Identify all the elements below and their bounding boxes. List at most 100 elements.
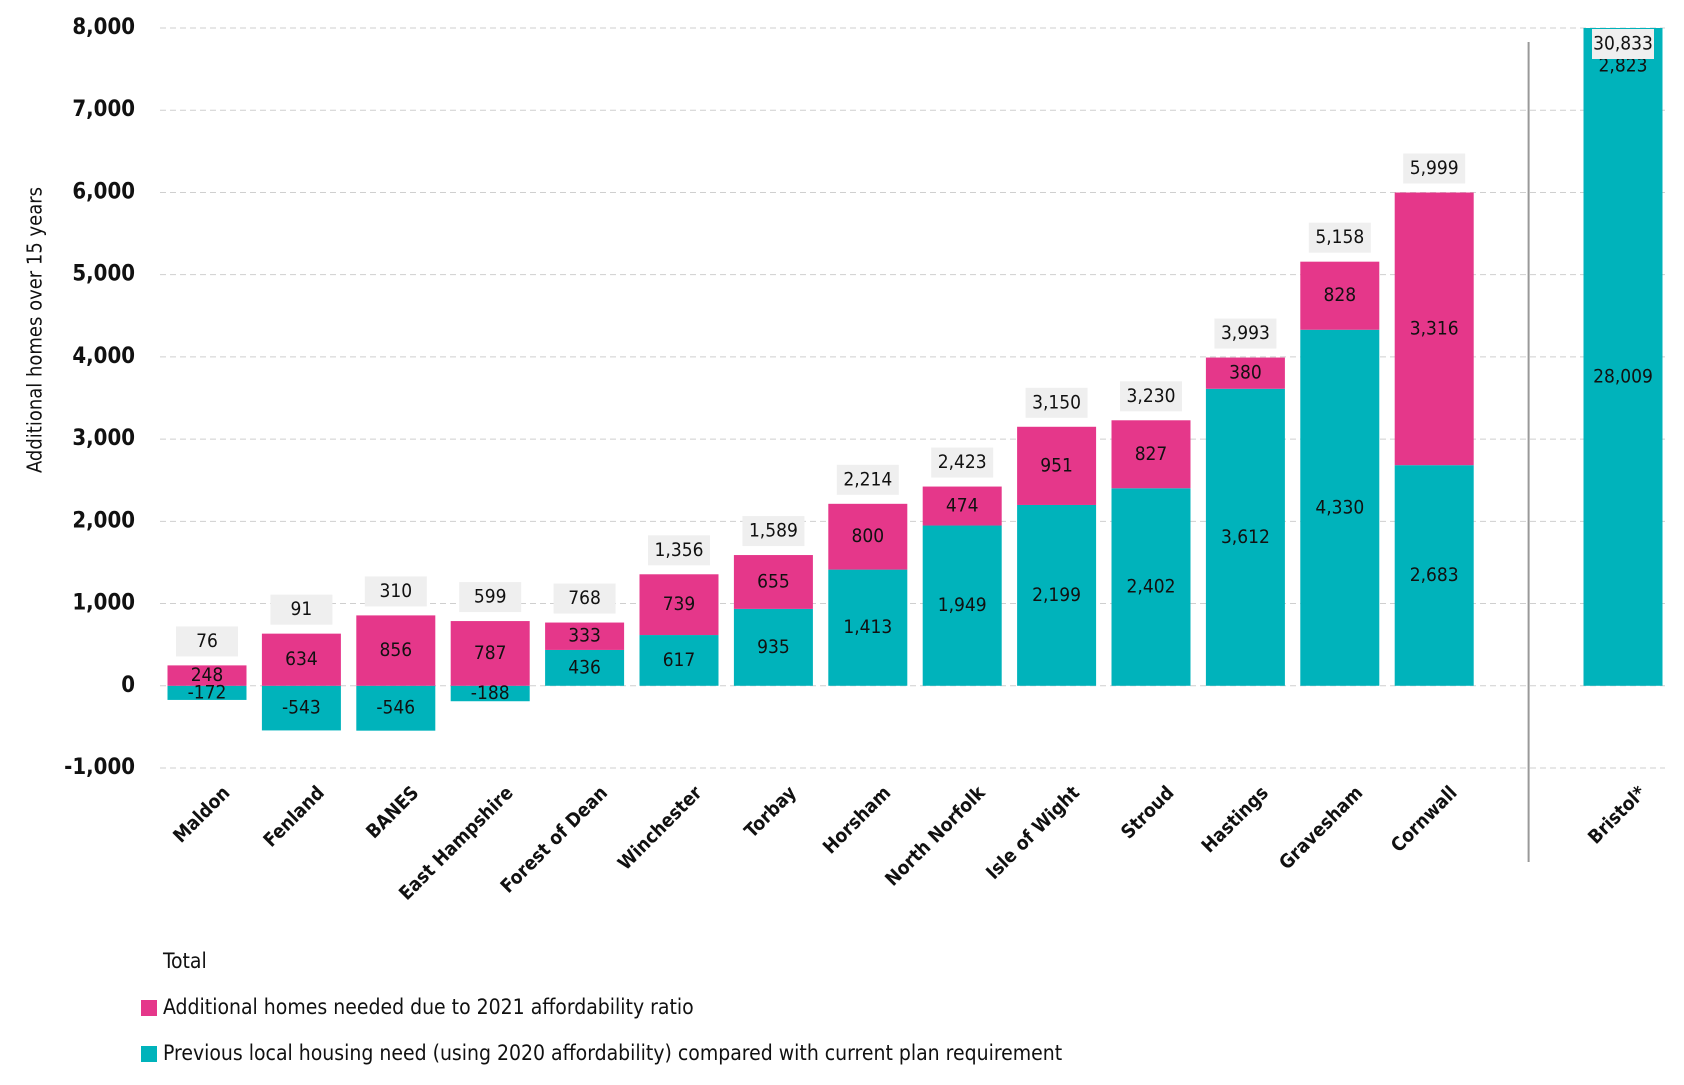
bar-segment: [639, 574, 719, 636]
data-label: 655: [757, 570, 790, 592]
x-tick-label: Bristol*: [1584, 782, 1651, 849]
bar-segment: [545, 622, 625, 650]
data-label: 248: [191, 664, 224, 686]
total-label: 30,833: [1593, 33, 1653, 55]
bar-segment: [1300, 329, 1380, 686]
x-tick-label: Fenland: [259, 782, 329, 852]
x-tick-label: Winchester: [614, 781, 707, 874]
total-label: 1,356: [655, 539, 704, 561]
total-box: [1214, 318, 1277, 349]
total-label: 3,230: [1127, 385, 1176, 407]
bar-segment: [450, 685, 530, 702]
total-label: 3,150: [1032, 391, 1081, 413]
data-label: -546: [376, 697, 415, 719]
bar-segment: [1205, 357, 1285, 389]
total-box: [553, 583, 616, 614]
x-tick-label: Cornwall: [1387, 782, 1462, 857]
y-tick-label: 4,000: [72, 344, 135, 369]
total-box: [1120, 381, 1182, 412]
y-tick-label: 7,000: [72, 97, 135, 122]
bar-segment: [545, 649, 625, 686]
total-label: 2,423: [938, 451, 987, 473]
data-label: 3,612: [1221, 526, 1270, 548]
data-label: 2,199: [1032, 584, 1081, 606]
data-label: 2,823: [1599, 55, 1648, 77]
bar-segment: [450, 621, 530, 686]
total-box: [1403, 153, 1466, 184]
x-tick-label: Torbay: [740, 782, 801, 843]
data-label: 617: [663, 649, 696, 671]
legend-swatch: [141, 1046, 157, 1062]
data-label: 1,949: [938, 594, 987, 616]
y-tick-label: 6,000: [72, 179, 135, 204]
data-label: 2,683: [1410, 564, 1459, 586]
y-tick-label: -1,000: [64, 755, 135, 780]
legend-label: Total: [162, 949, 207, 973]
bar-segment: [261, 633, 341, 686]
total-box: [1025, 387, 1088, 418]
data-label: 827: [1135, 443, 1168, 465]
total-label: 3,993: [1221, 322, 1270, 344]
x-tick-label: North Norfolk: [881, 781, 990, 890]
legend-label: Previous local housing need (using 2020 …: [163, 1041, 1062, 1065]
data-label: -543: [282, 697, 321, 719]
data-label: 2,402: [1127, 576, 1176, 598]
x-tick-label: Stroud: [1117, 782, 1179, 844]
y-tick-label: 5,000: [72, 262, 135, 287]
data-label: 828: [1323, 284, 1356, 306]
bar-segment: [1394, 465, 1474, 686]
legend-label: Additional homes needed due to 2021 affo…: [163, 995, 694, 1019]
y-tick-label: 1,000: [72, 591, 135, 616]
data-label: 474: [946, 495, 979, 517]
x-tick-label: Horsham: [819, 782, 896, 859]
data-label: 787: [474, 642, 507, 664]
data-label: 935: [757, 636, 790, 658]
data-label: -172: [188, 681, 227, 703]
x-tick-label: Maldon: [169, 782, 234, 847]
bar-segment: [1111, 488, 1191, 686]
x-tick-label: Gravesham: [1275, 782, 1367, 874]
bar-segment: [1205, 388, 1285, 686]
total-box: [176, 626, 238, 657]
data-label: 856: [379, 639, 412, 661]
total-label: 5,999: [1410, 157, 1459, 179]
bar-segment: [733, 608, 813, 686]
y-tick-label: 0: [121, 673, 135, 698]
bar-segment: [167, 685, 247, 700]
bar-segment: [1017, 504, 1097, 686]
total-box: [931, 447, 994, 478]
data-label: 800: [851, 525, 884, 547]
total-label: 768: [568, 587, 601, 609]
y-axis-title: Additional homes over 15 years: [23, 187, 47, 473]
bar-segment: [828, 569, 908, 686]
total-box: [1308, 222, 1371, 253]
bar-segment: [261, 685, 341, 731]
total-box: [836, 464, 899, 495]
total-label: 2,214: [843, 468, 892, 490]
x-tick-label: Isle of Wight: [982, 782, 1084, 884]
total-box: [364, 576, 427, 607]
data-label: 739: [663, 593, 696, 615]
total-label: 5,158: [1315, 226, 1364, 248]
bar-segment: [828, 503, 908, 570]
data-label: 1,413: [843, 616, 892, 638]
data-label: -188: [471, 682, 510, 704]
x-tick-label: BANES: [362, 782, 423, 843]
data-label: 28,009: [1593, 365, 1653, 387]
bar-segment: [1394, 192, 1474, 466]
bar-segment: [167, 665, 247, 686]
total-label: 599: [474, 586, 507, 608]
bar-segment: [733, 555, 813, 609]
bar-segment: [356, 615, 436, 686]
total-box: [648, 535, 710, 566]
x-tick-label: Hastings: [1197, 782, 1272, 857]
data-label: 380: [1229, 362, 1262, 384]
legend-swatch: [141, 1000, 157, 1016]
bar-segment: [639, 635, 719, 686]
y-tick-label: 3,000: [72, 426, 135, 451]
total-box: [1592, 29, 1654, 59]
y-tick-label: 2,000: [72, 508, 135, 533]
bar-segment: [922, 525, 1002, 686]
total-box: [459, 582, 522, 613]
